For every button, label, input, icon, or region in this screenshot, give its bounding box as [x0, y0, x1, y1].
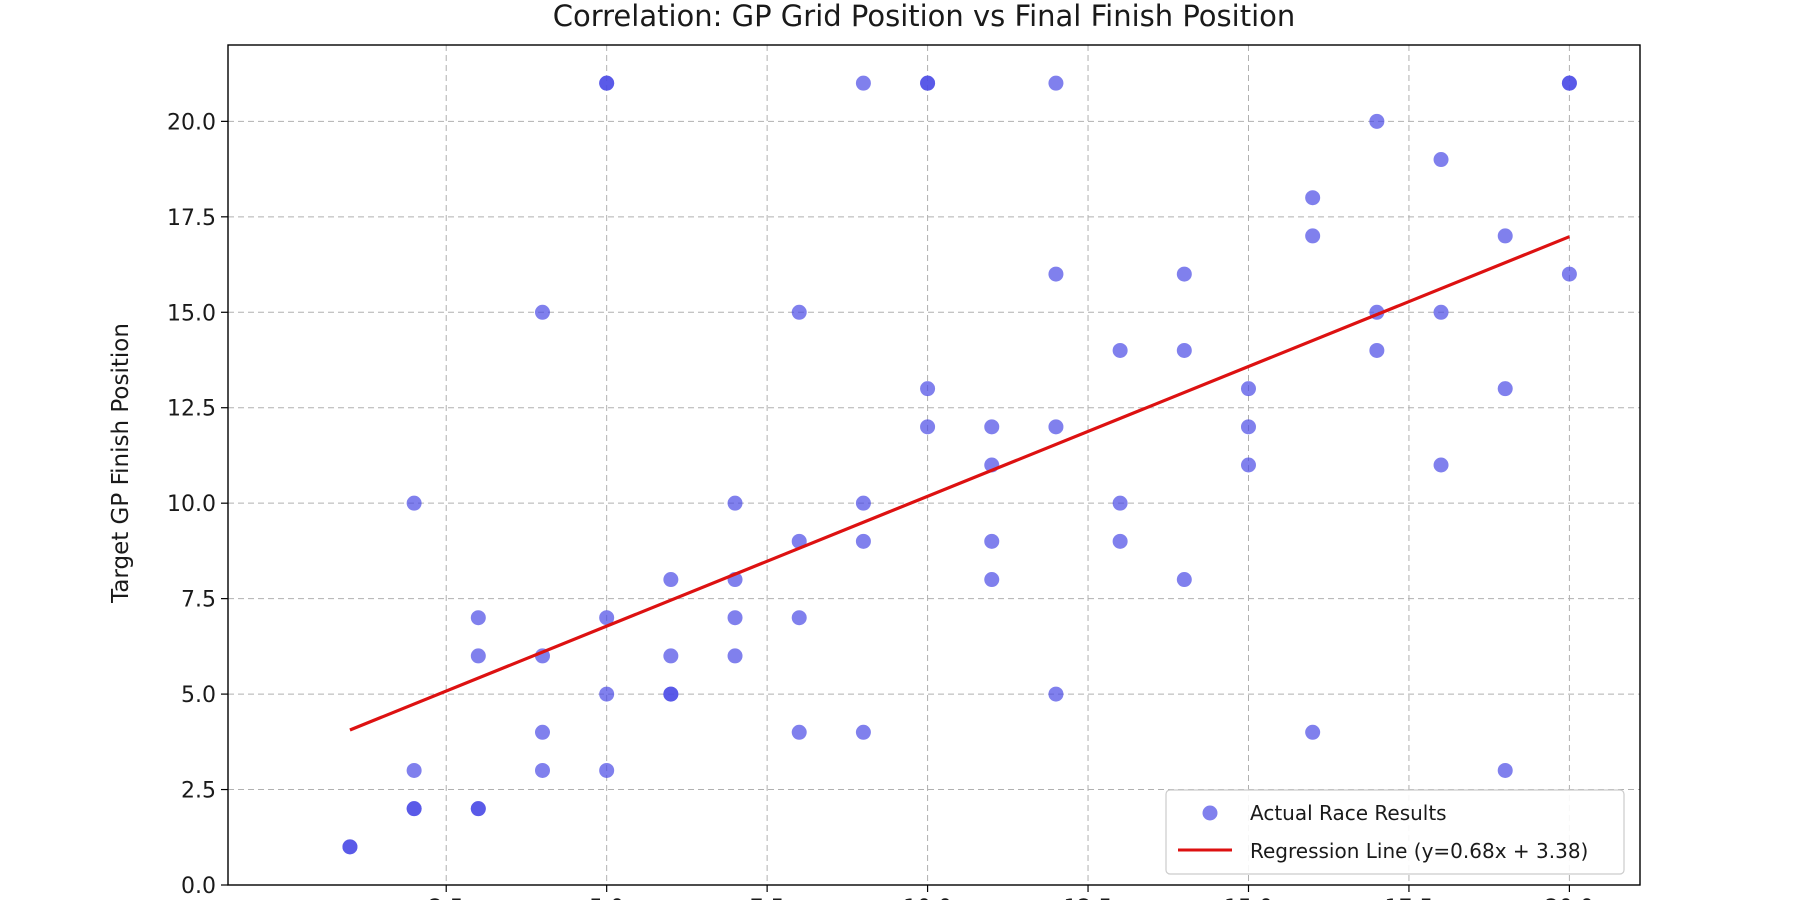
y-tick-label: 5.0	[181, 683, 216, 708]
x-tick-label: 10.0	[903, 896, 952, 900]
data-point	[599, 686, 615, 702]
x-tick-label: 17.5	[1384, 896, 1433, 900]
axes-layer	[227, 44, 1641, 886]
data-point	[1305, 228, 1321, 244]
data-point	[984, 419, 1000, 435]
data-point	[791, 304, 807, 320]
data-point	[727, 610, 743, 626]
regression-line	[349, 235, 1571, 732]
regression-layer	[349, 235, 1571, 732]
ticks-layer: 0.0 2.5 5.0 7.5 10.0 12.5 15.0 17.5 20.0 2.5 5.0 7.…	[167, 110, 1594, 904]
y-tick-label: 2.5	[181, 779, 216, 804]
data-point	[470, 801, 486, 817]
data-point	[1433, 152, 1449, 168]
data-point	[920, 75, 936, 91]
data-point	[1497, 381, 1513, 397]
data-point	[1240, 381, 1256, 397]
data-point	[1112, 342, 1128, 358]
data-point	[406, 762, 422, 778]
data-point	[1112, 495, 1128, 511]
data-point	[470, 648, 486, 664]
data-point	[1433, 304, 1449, 320]
data-point	[1048, 266, 1064, 282]
y-tick-label: 10.0	[167, 492, 216, 517]
legend-box	[1165, 789, 1625, 875]
data-point	[1561, 266, 1577, 282]
data-point	[920, 419, 936, 435]
data-point	[1497, 762, 1513, 778]
y-tick-label: 17.5	[167, 206, 216, 231]
data-point	[1176, 266, 1192, 282]
data-point	[984, 533, 1000, 549]
y-axis-label: Target GP Finish Position	[108, 323, 134, 604]
data-point	[920, 381, 936, 397]
data-point	[855, 75, 871, 91]
data-point	[727, 648, 743, 664]
data-point	[1369, 342, 1385, 358]
data-point	[663, 686, 679, 702]
data-point	[1240, 419, 1256, 435]
chart-title: Correlation: GP Grid Position vs Final F…	[553, 0, 1296, 33]
data-point	[599, 75, 615, 91]
data-point	[342, 839, 358, 855]
data-point	[406, 801, 422, 817]
x-tick-label: 15.0	[1224, 896, 1273, 900]
legend-label-points: Actual Race Results	[1250, 801, 1447, 825]
data-point	[1561, 75, 1577, 91]
x-tick-label: 5.0	[589, 896, 624, 900]
data-point	[855, 495, 871, 511]
data-point	[406, 495, 422, 511]
data-point	[599, 762, 615, 778]
plot-frame	[227, 44, 1641, 886]
data-point	[791, 610, 807, 626]
data-point	[727, 495, 743, 511]
data-point	[1240, 457, 1256, 473]
y-tick-label: 12.5	[167, 397, 216, 422]
x-tick-label: 2.5	[429, 896, 464, 900]
data-point	[1369, 113, 1385, 129]
data-point	[1048, 419, 1064, 435]
y-tick-label: 20.0	[167, 110, 216, 135]
y-tick-label: 0.0	[181, 874, 216, 899]
legend-marker-points	[1202, 805, 1218, 821]
y-tick-label: 15.0	[167, 301, 216, 326]
data-point	[534, 724, 550, 740]
data-point	[1048, 686, 1064, 702]
data-point	[855, 533, 871, 549]
points-layer	[342, 75, 1577, 855]
x-tick-label: 20.0	[1545, 896, 1594, 900]
data-point	[1497, 228, 1513, 244]
data-point	[663, 572, 679, 588]
y-tick-label: 7.5	[181, 588, 216, 613]
legend: Actual Race Results Regression Line (y=0…	[1165, 789, 1625, 875]
data-point	[1176, 342, 1192, 358]
data-point	[663, 648, 679, 664]
data-point	[470, 610, 486, 626]
data-point	[534, 762, 550, 778]
data-point	[1305, 724, 1321, 740]
data-point	[1433, 457, 1449, 473]
grid-layer	[228, 45, 1640, 886]
data-point	[791, 724, 807, 740]
data-point	[1048, 75, 1064, 91]
legend-label-regression: Regression Line (y=0.68x + 3.38)	[1250, 839, 1588, 863]
data-point	[1176, 572, 1192, 588]
data-point	[984, 572, 1000, 588]
x-tick-label: 7.5	[750, 896, 785, 900]
data-point	[1305, 190, 1321, 206]
x-tick-label: 12.5	[1064, 896, 1113, 900]
data-point	[534, 304, 550, 320]
data-point	[599, 610, 615, 626]
data-point	[855, 724, 871, 740]
data-point	[1112, 533, 1128, 549]
